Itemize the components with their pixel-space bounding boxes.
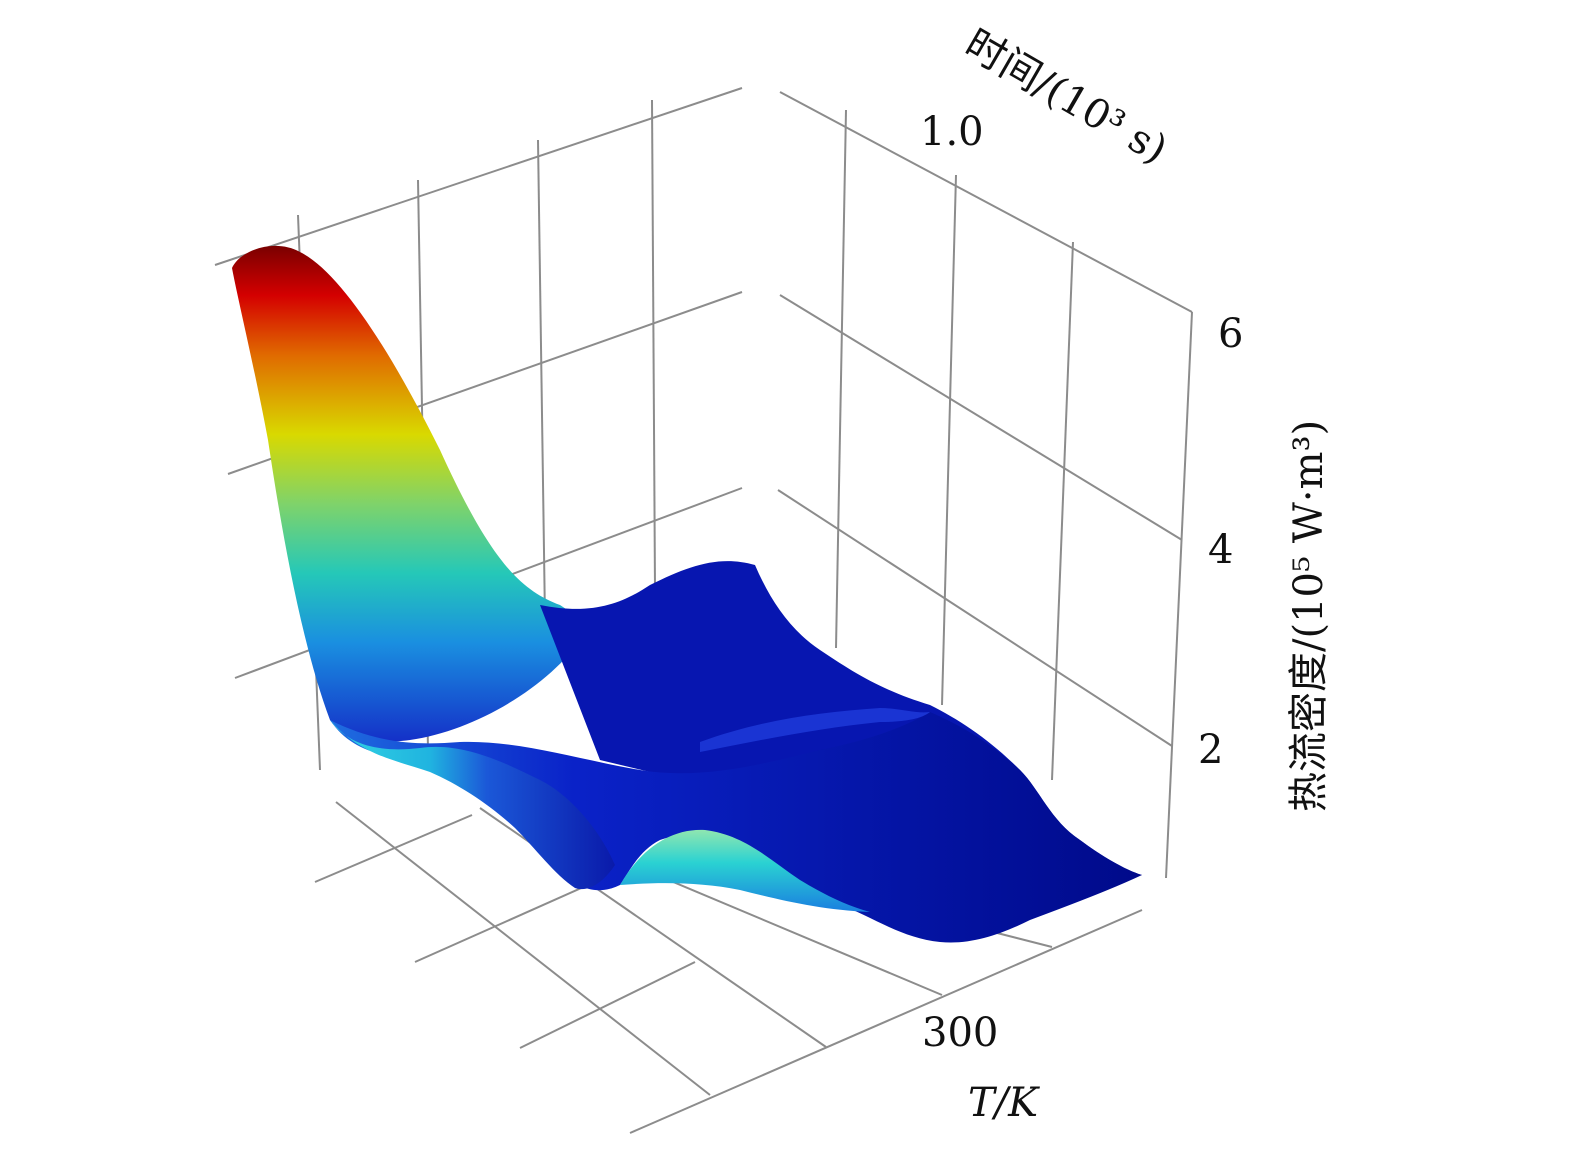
surface-ridge-highlight (700, 708, 930, 752)
surface-front-wall (330, 720, 615, 890)
temperature-tick-300: 300 (922, 1010, 998, 1056)
surface-left-wall (232, 245, 590, 743)
z-axis-label: 热流密度/(10⁵ W·m³) (1286, 420, 1332, 812)
z-tick-2: 2 (1198, 727, 1223, 773)
z-tick-6: 6 (1218, 311, 1243, 357)
surface-front-bump (620, 829, 870, 912)
z-tick-4: 4 (1208, 527, 1233, 573)
grid-lines (214, 87, 1193, 1134)
axis-labels: 时间/(10³ s) T/K 热流密度/(10⁵ W·m³) (957, 21, 1332, 1126)
surface-top (330, 712, 1142, 943)
heat-flux-surface (232, 245, 1142, 943)
temperature-axis-label: T/K (968, 1080, 1040, 1126)
time-tick-1-0: 1.0 (920, 109, 984, 155)
tick-labels: 6 4 2 1.0 300 (920, 109, 1243, 1056)
time-axis-label: 时间/(10³ s) (957, 21, 1175, 173)
